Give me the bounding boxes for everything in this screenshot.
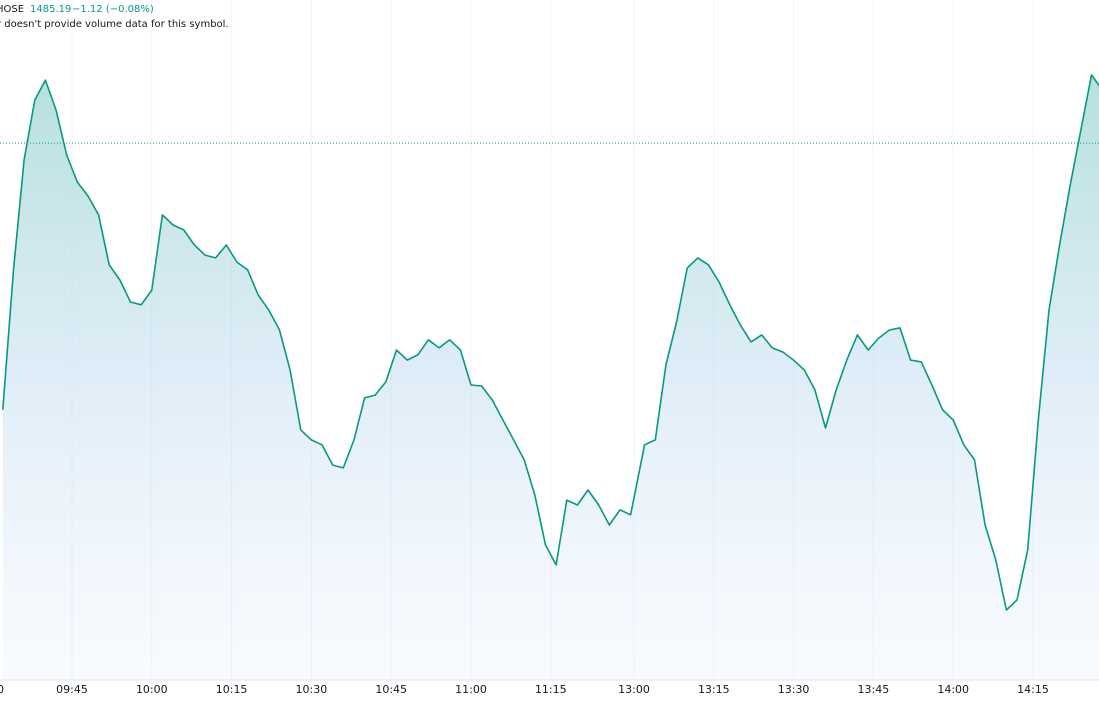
- area-fill: [2, 74, 1099, 680]
- plot-area: [0, 74, 1099, 680]
- price-line-series: [2, 74, 1099, 611]
- x-tick-label: 11:15: [535, 683, 567, 696]
- x-tick-label: 09:45: [56, 683, 88, 696]
- x-axis: 0 09:45 10:00 10:15 10:30 10:45 11:00 11:15 13:0…: [0, 683, 1049, 696]
- x-tick-label: 14:00: [937, 683, 969, 696]
- x-tick-label: 13:45: [858, 683, 890, 696]
- x-tick-label: 13:30: [778, 683, 810, 696]
- x-tick-label: 14:15: [1017, 683, 1049, 696]
- volume-notice: r doesn't provide volume data for this s…: [0, 19, 229, 30]
- price-change: −1.12 (−0.08%): [72, 4, 154, 15]
- last-price: 1485.19: [30, 4, 71, 15]
- header: HOSE 1485.19 −1.12 (−0.08%) r doesn't pr…: [0, 4, 229, 30]
- x-tick-label: 10:45: [375, 683, 407, 696]
- x-tick-label: 10:00: [136, 683, 168, 696]
- x-tick-label: 11:00: [455, 683, 487, 696]
- x-tick-label: 10:15: [216, 683, 248, 696]
- x-tick-label: 0: [0, 683, 4, 696]
- x-tick-label: 13:15: [698, 683, 730, 696]
- symbol: HOSE: [0, 4, 24, 15]
- x-tick-label: 10:30: [296, 683, 328, 696]
- x-tick-label: 13:00: [618, 683, 650, 696]
